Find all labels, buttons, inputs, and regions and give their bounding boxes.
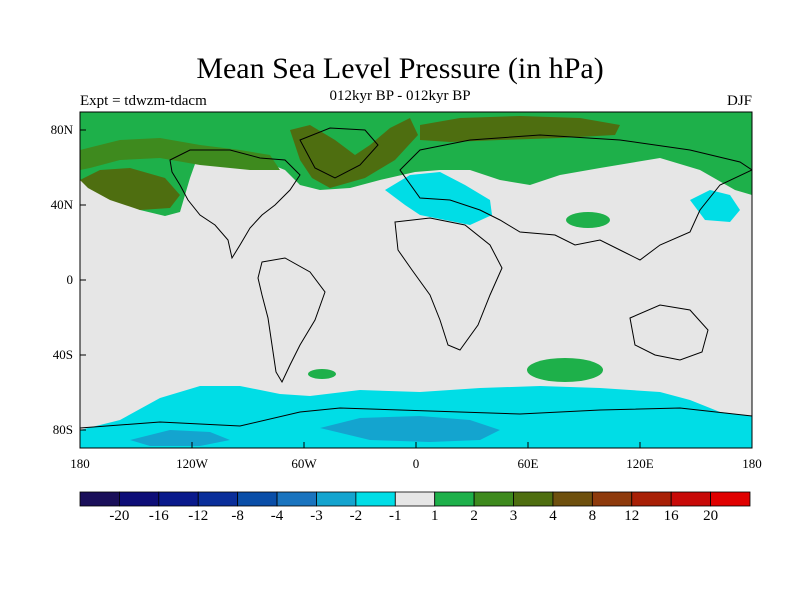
lon-label-180w: 180 bbox=[70, 456, 90, 471]
south-america-coast bbox=[257, 257, 326, 384]
map-field bbox=[80, 112, 752, 448]
colorbar-swatch bbox=[394, 491, 436, 507]
map-subtitle: 012kyr BP - 012kyr BP bbox=[329, 88, 471, 104]
season-label: DJF bbox=[726, 93, 752, 109]
colorbar-tick-label: -12 bbox=[188, 508, 209, 524]
north-pacific-west-negative bbox=[690, 190, 740, 222]
colorbar-swatch bbox=[316, 491, 357, 507]
colorbar-tick-label: 4 bbox=[549, 508, 557, 524]
arctic-band-mid bbox=[80, 138, 280, 170]
colorbar-swatch bbox=[670, 491, 711, 507]
antarctic-negative-east bbox=[130, 430, 230, 446]
colorbar-swatch bbox=[473, 491, 514, 507]
colorbar-swatch bbox=[631, 491, 672, 507]
lat-label-40s: 40S bbox=[52, 347, 73, 362]
lat-label-80s: 80S bbox=[52, 422, 73, 437]
antarctica-coast bbox=[80, 407, 752, 429]
colorbar-tick-label: 2 bbox=[470, 508, 478, 524]
colorbar-tick-label: 12 bbox=[624, 508, 640, 524]
colorbar-swatch bbox=[119, 491, 160, 507]
colorbar-tick-label: -20 bbox=[109, 508, 130, 524]
colorbar-swatch bbox=[276, 491, 317, 507]
australia-coast bbox=[629, 304, 709, 361]
colorbar-tick-label: -16 bbox=[148, 508, 169, 524]
colorbar-tick-label: -2 bbox=[349, 508, 363, 524]
colorbar-swatch bbox=[79, 491, 120, 507]
lon-label-0: 0 bbox=[412, 456, 420, 471]
antarctic-deep-negative bbox=[320, 416, 500, 442]
colorbar-tick-label: 16 bbox=[663, 508, 679, 524]
mediterranean-negative bbox=[385, 172, 492, 225]
experiment-label: Expt = tdwzm-tdacm bbox=[80, 93, 207, 109]
arctic-band-dark bbox=[420, 116, 620, 142]
colorbar-swatch bbox=[591, 491, 633, 507]
colorbar-tick-label: 20 bbox=[703, 508, 719, 524]
colorbar-tick-label: -1 bbox=[389, 508, 402, 524]
lon-label-180e: 180 bbox=[742, 456, 762, 471]
colorbar-tick-label: -3 bbox=[310, 508, 323, 524]
south-atlantic-positive bbox=[308, 369, 336, 379]
north-america-coast bbox=[169, 149, 301, 260]
africa-coast bbox=[394, 217, 503, 351]
lon-label-60e: 60E bbox=[517, 456, 539, 471]
colorbar-swatch bbox=[552, 491, 593, 507]
colorbar-tick-label: -8 bbox=[231, 508, 244, 524]
colorbar-swatch bbox=[434, 491, 475, 507]
central-asia-positive bbox=[566, 212, 610, 228]
colorbar-tick-label: -4 bbox=[270, 508, 284, 524]
colorbar-swatch bbox=[355, 491, 396, 507]
map-title: Mean Sea Level Pressure (in hPa) bbox=[196, 52, 604, 85]
colorbar-swatch bbox=[513, 491, 554, 507]
lon-label-60w: 60W bbox=[291, 456, 317, 471]
lat-label-80n: 80N bbox=[50, 122, 73, 137]
north-pacific-high bbox=[80, 168, 180, 210]
axis-ticks bbox=[80, 129, 641, 448]
greenland-high bbox=[290, 118, 418, 188]
colorbar bbox=[79, 491, 751, 507]
colorbar-tick-label: 8 bbox=[588, 508, 597, 524]
colorbar-swatch bbox=[197, 491, 239, 507]
lon-label-120e: 120E bbox=[626, 456, 654, 471]
southern-ocean-positive bbox=[527, 358, 603, 382]
greenland-coast bbox=[299, 127, 379, 179]
colorbar-swatch bbox=[158, 491, 199, 507]
colorbar-tick-label: 1 bbox=[430, 508, 439, 524]
coastlines bbox=[80, 127, 752, 429]
lon-label-120w: 120W bbox=[176, 456, 208, 471]
colorbar-swatch bbox=[710, 491, 751, 507]
colorbar-tick-label: 3 bbox=[509, 508, 518, 524]
lat-label-40n: 40N bbox=[50, 197, 73, 212]
eurasia-coast bbox=[399, 134, 752, 261]
lat-label-0: 0 bbox=[66, 272, 74, 287]
colorbar-swatch bbox=[237, 491, 278, 507]
